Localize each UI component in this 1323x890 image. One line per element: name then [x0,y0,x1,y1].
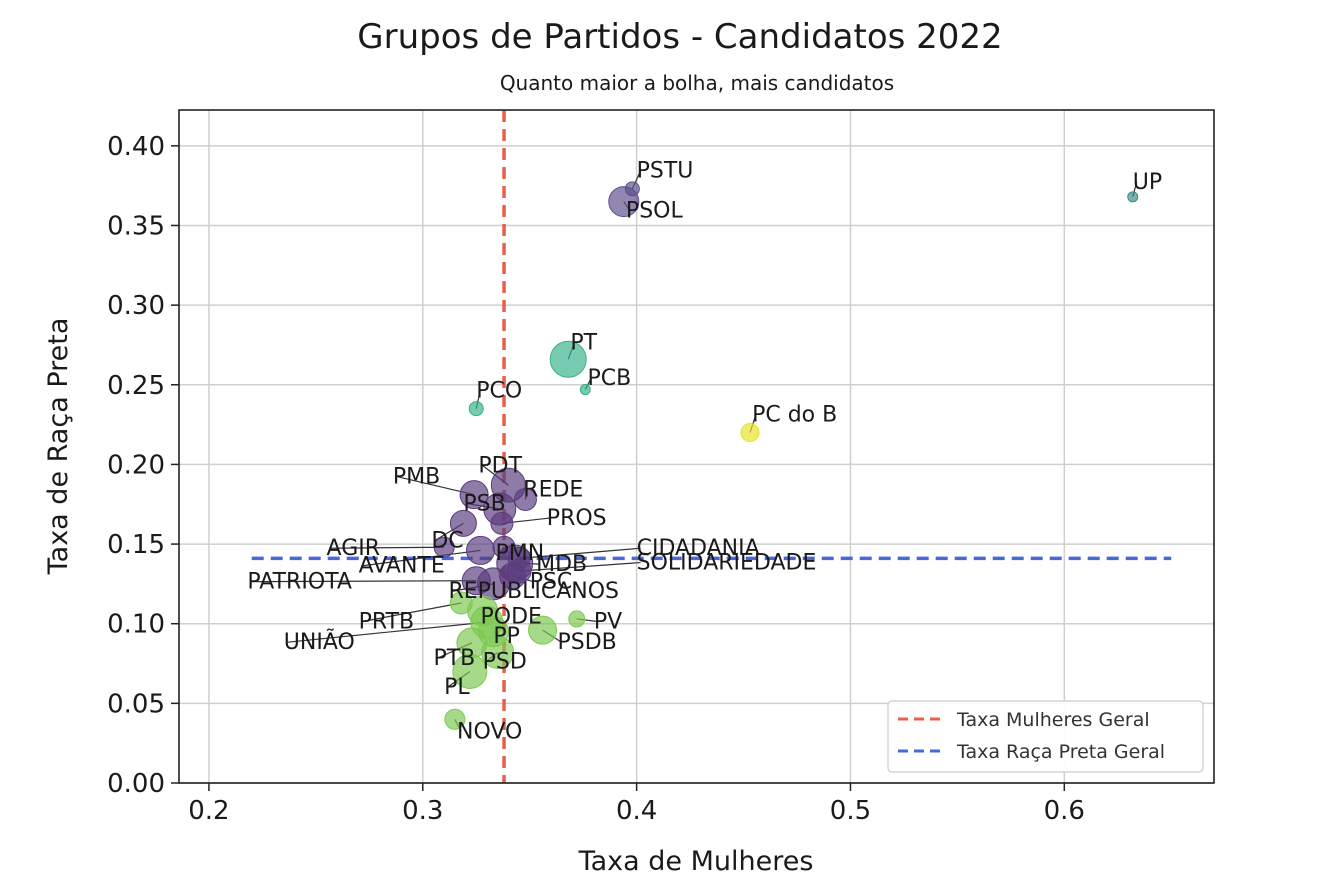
point-label-cidadania: CIDADANIA [637,536,760,561]
point-label-psdb: PSDB [558,630,617,655]
chart-title: Grupos de Partidos - Candidatos 2022 [357,17,1002,57]
axis-ticks: 0.2 0.3 0.4 0.5 0.6 0.00 0.05 0.10 0.15 0.20 0.25 0… [107,132,1085,826]
y-tick-label: 0.20 [107,450,165,480]
point-rede [513,487,537,511]
point-label-novo: NOVO [457,719,522,744]
point-novo [444,708,466,730]
point-label-pcb: PCB [587,366,631,391]
grid [179,110,1214,784]
point-label-pt: PT [570,331,597,356]
point-label-pl: PL [444,675,470,700]
y-tick-label: 0.00 [107,769,165,799]
point-dc [449,509,477,537]
point-label-up: UP [1133,170,1162,195]
point-label-prtb: PRTB [359,609,414,634]
x-axis-label: Taxa de Mulheres [578,846,814,877]
point-pros [490,511,514,535]
chart-subtitle: Quanto maior a bolha, mais candidatos [500,71,894,95]
point-label-psd: PSD [483,649,527,674]
point-pcb [579,384,591,396]
leader-line-patriota [251,580,477,583]
point-pl [452,653,488,689]
point-label-republicanos: REPUBLICANOS [448,579,619,604]
point-label-pode: PODE [481,605,542,630]
point-label-psc: PSC [530,570,573,595]
legend-label-raca-preta: Taxa Raça Preta Geral [956,741,1165,763]
y-tick-label: 0.40 [107,132,165,162]
point-label-pco: PCO [476,379,522,404]
leader-line-prtb [362,602,462,623]
y-tick-label: 0.35 [107,211,165,241]
point-avante [466,535,496,565]
x-tick-label: 0.2 [188,796,229,826]
leader-line-agir [330,546,445,549]
point-label-pp: PP [493,624,520,649]
point-label-patriota: PATRIOTA [247,570,352,595]
point-label-mdb: MDB [536,552,587,577]
point-pt [549,340,587,378]
legend-label-mulheres: Taxa Mulheres Geral [956,709,1150,731]
point-label-pmn: PMN [495,541,544,566]
point-label-uni-o: UNIÃO [284,628,355,655]
y-axis-label: Taxa de Raça Preta [43,318,74,576]
x-tick-label: 0.5 [830,796,871,826]
point-label-psol: PSOL [626,199,684,224]
y-tick-label: 0.10 [107,610,165,640]
reference-lines [251,110,1172,783]
plot-area-frame [178,109,1215,784]
point-up [1127,191,1139,203]
point-pv [568,610,586,628]
point-label-agir: AGIR [327,536,381,561]
point-label-pros: PROS [547,506,607,531]
point-label-pc-do-b: PC do B [752,402,837,427]
label-leader-lines [251,170,1138,732]
point-psdb [528,615,558,645]
point-label-dc: DC [431,528,463,553]
point-label-rede: REDE [523,477,583,502]
point-label-avante: AVANTE [359,554,445,579]
data-points [433,181,1139,730]
legend: Taxa Mulheres Geral Taxa Raça Preta Gera… [887,700,1204,773]
leader-line-avante [362,549,481,567]
point-label-solidariedade: SOLIDARIEDADE [637,551,817,576]
point-label-pmb: PMB [393,465,440,490]
point-psol [608,186,640,218]
leader-line-cidadania [518,547,641,559]
x-tick-label: 0.6 [1044,796,1085,826]
y-tick-label: 0.15 [107,530,165,560]
legend-box [887,700,1204,773]
point-labels: PSTU PSOL UP PT PCB PCO PC do B PDT PMB REDE PSB PR… [247,159,1162,745]
y-tick-label: 0.25 [107,371,165,401]
point-agir [433,536,455,558]
point-pco [468,401,484,417]
x-tick-label: 0.4 [616,796,657,826]
point-pc-do-b [740,423,760,443]
leader-line-uni-o [287,621,487,643]
point-label-pv: PV [594,609,622,634]
y-tick-label: 0.05 [107,689,165,719]
point-label-psb: PSB [463,492,505,517]
y-tick-label: 0.30 [107,291,165,321]
point-psd [481,635,515,669]
point-label-ptb: PTB [433,646,475,671]
leader-line-solidariedade [518,561,641,572]
point-pmb [459,480,489,510]
point-label-pdt: PDT [478,453,522,478]
x-tick-label: 0.3 [402,796,443,826]
point-label-pstu: PSTU [637,159,694,184]
